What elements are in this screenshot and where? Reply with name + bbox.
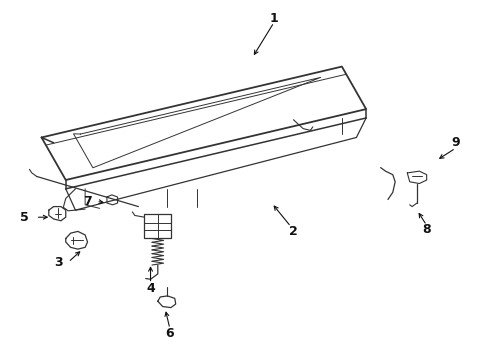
Text: 6: 6	[166, 327, 174, 339]
Text: 5: 5	[20, 211, 29, 224]
Text: 4: 4	[146, 282, 155, 294]
Text: 7: 7	[83, 195, 92, 208]
Text: 2: 2	[289, 225, 298, 238]
Text: 8: 8	[422, 223, 431, 236]
Text: 1: 1	[270, 12, 278, 25]
Text: 9: 9	[451, 136, 460, 149]
Text: 3: 3	[54, 256, 63, 269]
